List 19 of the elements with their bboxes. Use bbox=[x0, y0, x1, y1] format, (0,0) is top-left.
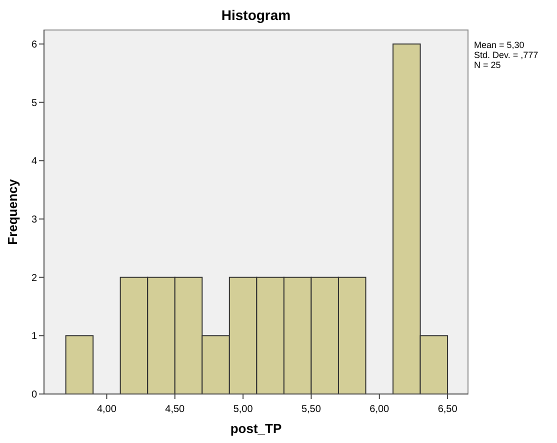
y-tick-label: 0 bbox=[31, 390, 38, 400]
y-tick-label: 1 bbox=[31, 331, 38, 342]
x-tick-label: 5,00 bbox=[233, 404, 254, 415]
text: Mean = 5,30 bbox=[474, 40, 524, 50]
y-tick-label: 4 bbox=[31, 156, 38, 168]
x-tick-label: 4,50 bbox=[165, 404, 186, 415]
y-tick-label: 5 bbox=[31, 98, 38, 109]
chart-title: Histogram bbox=[221, 7, 291, 23]
text: Std. Dev. = ,777 bbox=[474, 50, 538, 60]
y-axis-title: Frequency bbox=[5, 178, 20, 245]
y-tick-label: 2 bbox=[31, 272, 38, 284]
x-tick-label: 5,50 bbox=[301, 404, 322, 415]
x-tick-label: 4,00 bbox=[96, 404, 117, 415]
y-tick-label: 3 bbox=[31, 214, 38, 226]
x-axis-title: post_TP bbox=[230, 421, 282, 436]
text: N = 25 bbox=[474, 60, 501, 70]
x-tick-label: 6,50 bbox=[438, 404, 458, 415]
y-tick-label: 6 bbox=[31, 40, 38, 50]
x-tick-label: 6,00 bbox=[370, 404, 390, 415]
